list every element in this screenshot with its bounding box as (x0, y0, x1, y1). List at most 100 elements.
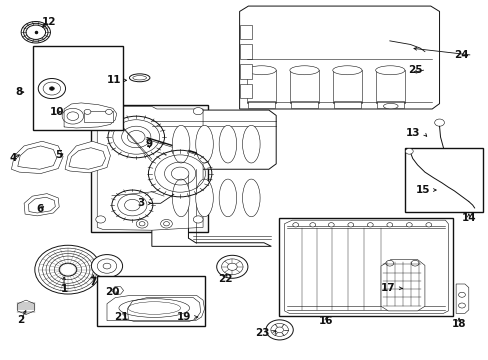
Text: 24: 24 (453, 50, 468, 60)
Polygon shape (97, 107, 203, 230)
Text: 25: 25 (407, 64, 422, 75)
Bar (290, 101, 318, 108)
Text: 2: 2 (18, 315, 25, 325)
Text: 5: 5 (56, 150, 62, 160)
Bar (246, 70, 276, 103)
Text: 14: 14 (461, 213, 475, 222)
Circle shape (366, 223, 372, 227)
Circle shape (328, 223, 333, 227)
Circle shape (96, 216, 105, 223)
Circle shape (458, 303, 465, 308)
Circle shape (347, 223, 353, 227)
Circle shape (270, 323, 288, 336)
Polygon shape (239, 6, 439, 109)
Text: 20: 20 (105, 287, 120, 297)
Polygon shape (284, 220, 447, 314)
Circle shape (386, 223, 392, 227)
Ellipse shape (195, 125, 213, 163)
Text: 19: 19 (176, 312, 190, 322)
Circle shape (103, 263, 111, 269)
Circle shape (275, 327, 283, 333)
Circle shape (38, 78, 65, 99)
Text: 16: 16 (319, 316, 333, 325)
Circle shape (425, 223, 431, 227)
Text: 12: 12 (42, 17, 57, 27)
Polygon shape (65, 141, 110, 173)
Circle shape (136, 220, 148, 228)
Bar (239, 64, 251, 78)
Bar (33, 45, 122, 130)
Ellipse shape (129, 74, 150, 82)
Ellipse shape (383, 103, 397, 109)
Bar (278, 218, 452, 316)
Text: 7: 7 (89, 277, 97, 287)
Circle shape (216, 255, 247, 278)
Circle shape (221, 259, 243, 275)
Text: 4: 4 (9, 153, 17, 163)
Text: 10: 10 (49, 107, 64, 117)
Circle shape (434, 119, 444, 126)
Circle shape (406, 223, 411, 227)
Ellipse shape (119, 299, 189, 318)
Text: 21: 21 (114, 312, 129, 322)
Circle shape (193, 108, 203, 115)
Ellipse shape (219, 125, 236, 163)
Ellipse shape (375, 66, 404, 75)
Polygon shape (18, 300, 35, 315)
Ellipse shape (219, 179, 236, 217)
Polygon shape (24, 194, 59, 216)
Circle shape (385, 260, 393, 266)
Bar (83, 111, 113, 122)
Bar (289, 70, 319, 103)
Polygon shape (112, 287, 123, 294)
Ellipse shape (195, 179, 213, 217)
Ellipse shape (246, 66, 276, 75)
Ellipse shape (242, 125, 260, 163)
Bar (97, 276, 205, 326)
Text: 9: 9 (145, 139, 153, 149)
Text: 1: 1 (61, 284, 67, 294)
Bar (376, 101, 403, 108)
Circle shape (49, 87, 54, 90)
Polygon shape (152, 110, 276, 246)
Circle shape (105, 109, 112, 114)
Circle shape (405, 148, 412, 154)
Circle shape (84, 109, 91, 114)
Circle shape (410, 260, 418, 266)
Bar (375, 70, 404, 103)
Ellipse shape (242, 179, 260, 217)
Circle shape (96, 108, 105, 115)
Circle shape (292, 223, 298, 227)
Text: 15: 15 (415, 185, 430, 195)
Bar (91, 105, 207, 232)
Bar (239, 44, 251, 59)
Text: 23: 23 (255, 328, 269, 338)
Ellipse shape (133, 76, 146, 80)
Text: 8: 8 (16, 87, 23, 97)
Text: 18: 18 (451, 319, 466, 329)
Circle shape (193, 216, 203, 223)
Text: 22: 22 (217, 274, 232, 284)
Text: 3: 3 (137, 198, 144, 208)
Circle shape (309, 223, 315, 227)
Ellipse shape (172, 179, 189, 217)
Ellipse shape (289, 66, 319, 75)
Circle shape (458, 292, 465, 297)
Ellipse shape (172, 125, 189, 163)
Circle shape (163, 222, 169, 226)
Text: 6: 6 (36, 204, 43, 214)
Polygon shape (380, 260, 424, 311)
Bar (239, 25, 251, 39)
Circle shape (265, 320, 293, 340)
Bar (239, 84, 251, 98)
Text: 11: 11 (107, 75, 122, 85)
Polygon shape (107, 296, 204, 320)
Circle shape (97, 259, 117, 273)
Bar (332, 70, 361, 103)
Polygon shape (455, 284, 468, 314)
Bar (333, 101, 360, 108)
Text: 17: 17 (380, 283, 395, 293)
Circle shape (160, 220, 172, 228)
Bar (247, 101, 275, 108)
Bar (405, 148, 483, 212)
